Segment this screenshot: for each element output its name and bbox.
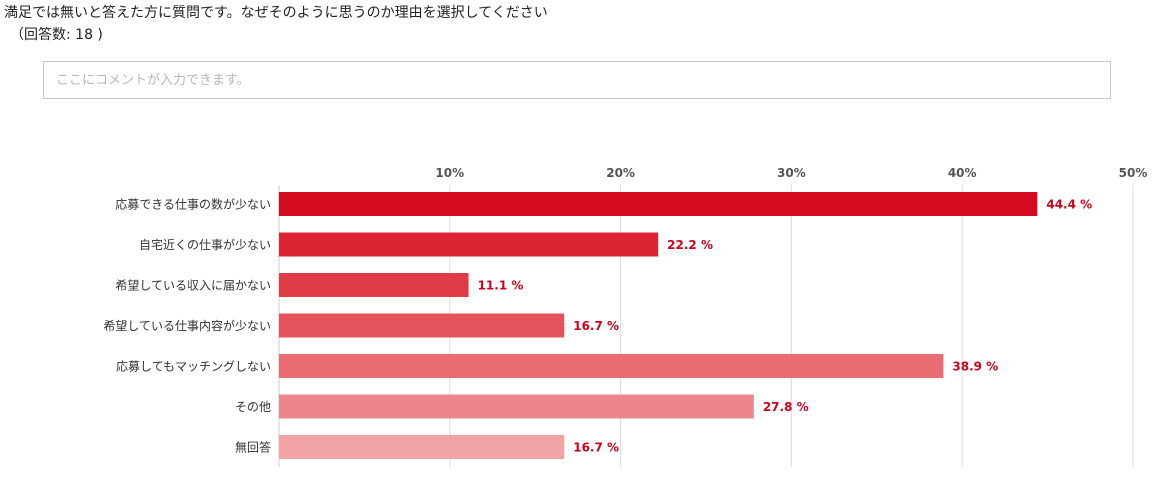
question-text: 満足では無いと答えた方に質問です。なぜそのように思うのか理由を選択してください [4, 5, 548, 21]
bar [279, 273, 469, 297]
x-tick-label: 10% [435, 166, 464, 180]
x-tick-label: 30% [777, 166, 806, 180]
bar [279, 232, 659, 257]
bar [279, 192, 1038, 216]
x-tick-label: 50% [1119, 166, 1148, 180]
category-label: 応募してもマッチングしない [116, 360, 271, 374]
value-label: 44.4 % [1046, 198, 1092, 212]
comment-input[interactable] [43, 61, 1111, 99]
category-label: その他 [235, 400, 271, 414]
category-label: 無回答 [235, 440, 271, 455]
value-label: 27.8 % [763, 400, 809, 414]
x-tick-label: 20% [606, 166, 635, 180]
bar [279, 354, 944, 378]
value-label: 16.7 % [573, 319, 619, 333]
category-label: 希望している仕事内容が少ない [103, 318, 271, 333]
category-label: 自宅近くの仕事が少ない [139, 237, 271, 252]
bar [279, 394, 754, 419]
response-count: （回答数: 18 ) [10, 27, 103, 43]
category-label: 希望している収入に届かない [115, 278, 271, 293]
bar [279, 435, 565, 459]
bar-chart: 10% 20% 30% 40% 50% 応募できる仕事の数が少ない 44.4 % 自宅近くの仕… [103, 166, 1148, 467]
value-label: 38.9 % [952, 360, 998, 374]
value-label: 22.2 % [667, 238, 713, 252]
x-tick-label: 40% [948, 166, 977, 180]
value-label: 16.7 % [573, 441, 619, 455]
bar [279, 313, 565, 338]
category-label: 応募できる仕事の数が少ない [115, 197, 271, 212]
value-label: 11.1 % [478, 279, 524, 293]
